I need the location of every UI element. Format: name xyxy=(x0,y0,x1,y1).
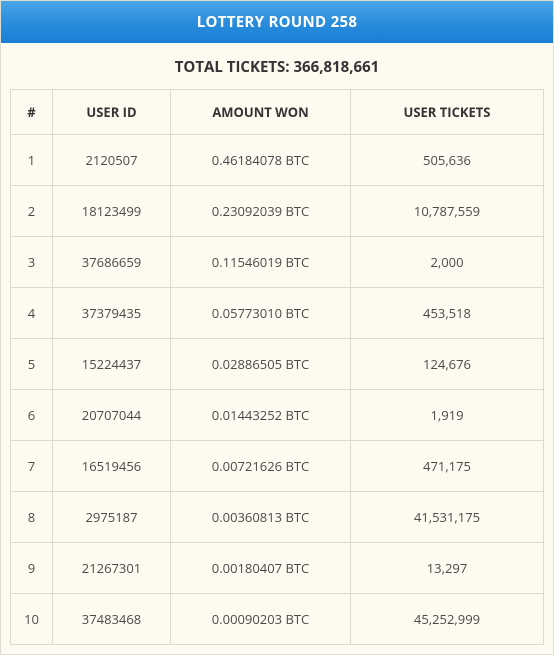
cell-user_id: 15224437 xyxy=(53,339,171,390)
table-row: 829751870.00360813 BTC41,531,175 xyxy=(11,492,544,543)
table-body: 121205070.46184078 BTC505,6362181234990.… xyxy=(11,135,544,645)
table-row: 3376866590.11546019 BTC2,000 xyxy=(11,237,544,288)
cell-num: 2 xyxy=(11,186,53,237)
cell-user_tickets: 13,297 xyxy=(351,543,544,594)
col-header-num: # xyxy=(11,90,53,135)
cell-user_id: 37686659 xyxy=(53,237,171,288)
table-row: 9212673010.00180407 BTC13,297 xyxy=(11,543,544,594)
panel-header: LOTTERY ROUND 258 xyxy=(1,1,553,43)
cell-user_id: 21267301 xyxy=(53,543,171,594)
cell-user_id: 16519456 xyxy=(53,441,171,492)
cell-user_tickets: 124,676 xyxy=(351,339,544,390)
cell-user_tickets: 2,000 xyxy=(351,237,544,288)
table-row: 121205070.46184078 BTC505,636 xyxy=(11,135,544,186)
cell-user_tickets: 505,636 xyxy=(351,135,544,186)
cell-amount_won: 0.00721626 BTC xyxy=(171,441,351,492)
cell-num: 6 xyxy=(11,390,53,441)
cell-user_tickets: 45,252,999 xyxy=(351,594,544,645)
cell-amount_won: 0.02886505 BTC xyxy=(171,339,351,390)
col-header-tickets: USER TICKETS xyxy=(351,90,544,135)
cell-amount_won: 0.46184078 BTC xyxy=(171,135,351,186)
cell-num: 9 xyxy=(11,543,53,594)
cell-amount_won: 0.00180407 BTC xyxy=(171,543,351,594)
results-table: # USER ID AMOUNT WON USER TICKETS 121205… xyxy=(10,89,544,645)
cell-user_tickets: 41,531,175 xyxy=(351,492,544,543)
cell-num: 10 xyxy=(11,594,53,645)
cell-user_id: 37379435 xyxy=(53,288,171,339)
cell-amount_won: 0.00090203 BTC xyxy=(171,594,351,645)
cell-num: 1 xyxy=(11,135,53,186)
table-row: 6207070440.01443252 BTC1,919 xyxy=(11,390,544,441)
cell-user_tickets: 453,518 xyxy=(351,288,544,339)
cell-amount_won: 0.01443252 BTC xyxy=(171,390,351,441)
cell-amount_won: 0.00360813 BTC xyxy=(171,492,351,543)
cell-user_id: 18123499 xyxy=(53,186,171,237)
cell-num: 8 xyxy=(11,492,53,543)
cell-amount_won: 0.23092039 BTC xyxy=(171,186,351,237)
cell-num: 7 xyxy=(11,441,53,492)
total-tickets-text: TOTAL TICKETS: 366,818,661 xyxy=(175,57,379,77)
table-header-row: # USER ID AMOUNT WON USER TICKETS xyxy=(11,90,544,135)
table-row: 5152244370.02886505 BTC124,676 xyxy=(11,339,544,390)
cell-amount_won: 0.11546019 BTC xyxy=(171,237,351,288)
table-row: 2181234990.23092039 BTC10,787,559 xyxy=(11,186,544,237)
cell-user_tickets: 471,175 xyxy=(351,441,544,492)
col-header-amount: AMOUNT WON xyxy=(171,90,351,135)
table-row: 7165194560.00721626 BTC471,175 xyxy=(11,441,544,492)
table-row: 4373794350.05773010 BTC453,518 xyxy=(11,288,544,339)
total-tickets-label: TOTAL TICKETS: 366,818,661 xyxy=(1,43,553,89)
lottery-panel: LOTTERY ROUND 258 TOTAL TICKETS: 366,818… xyxy=(0,0,554,655)
cell-user_tickets: 1,919 xyxy=(351,390,544,441)
cell-num: 4 xyxy=(11,288,53,339)
table-row: 10374834680.00090203 BTC45,252,999 xyxy=(11,594,544,645)
cell-amount_won: 0.05773010 BTC xyxy=(171,288,351,339)
cell-num: 3 xyxy=(11,237,53,288)
col-header-userid: USER ID xyxy=(53,90,171,135)
cell-user_id: 2120507 xyxy=(53,135,171,186)
cell-user_id: 37483468 xyxy=(53,594,171,645)
cell-user_id: 20707044 xyxy=(53,390,171,441)
header-title: LOTTERY ROUND 258 xyxy=(197,12,358,32)
cell-user_tickets: 10,787,559 xyxy=(351,186,544,237)
cell-user_id: 2975187 xyxy=(53,492,171,543)
cell-num: 5 xyxy=(11,339,53,390)
